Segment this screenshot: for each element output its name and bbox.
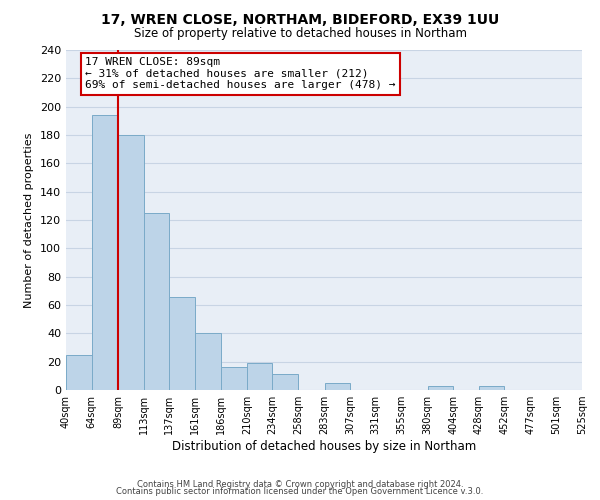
- Y-axis label: Number of detached properties: Number of detached properties: [25, 132, 34, 308]
- X-axis label: Distribution of detached houses by size in Northam: Distribution of detached houses by size …: [172, 440, 476, 453]
- Text: 17, WREN CLOSE, NORTHAM, BIDEFORD, EX39 1UU: 17, WREN CLOSE, NORTHAM, BIDEFORD, EX39 …: [101, 12, 499, 26]
- Text: Contains HM Land Registry data © Crown copyright and database right 2024.: Contains HM Land Registry data © Crown c…: [137, 480, 463, 489]
- Bar: [143, 213, 169, 390]
- Bar: [195, 334, 221, 390]
- Text: Contains public sector information licensed under the Open Government Licence v.: Contains public sector information licen…: [116, 487, 484, 496]
- Bar: [247, 363, 272, 390]
- Bar: [325, 383, 350, 390]
- Bar: [92, 115, 118, 390]
- Bar: [118, 135, 143, 390]
- Bar: [428, 386, 453, 390]
- Bar: [479, 386, 505, 390]
- Bar: [272, 374, 298, 390]
- Bar: [66, 354, 92, 390]
- Bar: [221, 368, 247, 390]
- Text: Size of property relative to detached houses in Northam: Size of property relative to detached ho…: [133, 28, 467, 40]
- Text: 17 WREN CLOSE: 89sqm
← 31% of detached houses are smaller (212)
69% of semi-deta: 17 WREN CLOSE: 89sqm ← 31% of detached h…: [85, 57, 395, 90]
- Bar: [169, 296, 195, 390]
